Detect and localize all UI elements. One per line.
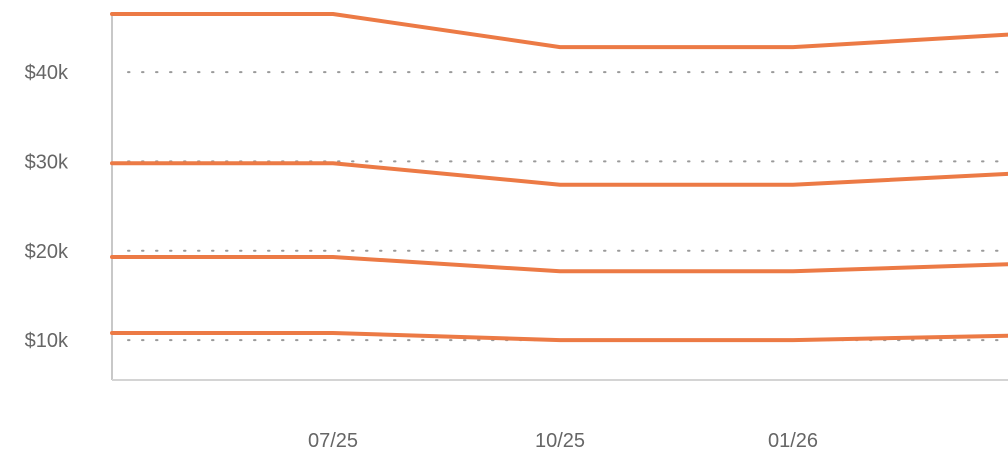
y-tick-label: $20k [25, 241, 69, 263]
y-tick-labels: $10k $20k $30k $40k [25, 62, 69, 352]
series-line-4 [110, 331, 1008, 343]
x-tick-labels: 07/25 10/25 01/26 [308, 430, 818, 450]
y-tick-label: $40k [25, 62, 69, 84]
x-tick-label: 07/25 [308, 430, 358, 450]
series-line-3 [110, 255, 1008, 274]
series-line-2 [110, 161, 1008, 187]
grid-lines [127, 71, 1008, 342]
series-lines [110, 12, 1008, 343]
axes [111, 12, 1008, 381]
series-line-1 [110, 12, 1008, 50]
y-tick-label: $30k [25, 151, 69, 173]
x-tick-label: 10/25 [535, 430, 585, 450]
y-tick-label: $10k [25, 330, 69, 352]
x-tick-label: 01/26 [768, 430, 818, 450]
